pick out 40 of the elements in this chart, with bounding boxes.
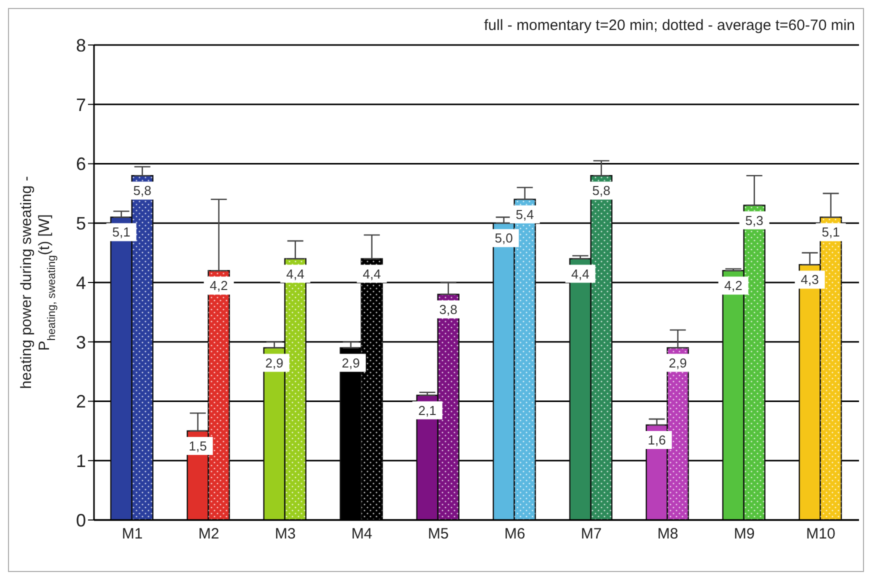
data-label: 4,4 (286, 266, 304, 282)
data-label: 2,9 (265, 355, 284, 370)
data-label: 4,4 (362, 266, 381, 282)
x-tick-label: M7 (580, 526, 602, 543)
data-label: 4,2 (210, 278, 228, 294)
data-label: 5,0 (494, 230, 513, 246)
x-tick-label: M8 (657, 526, 678, 543)
x-tick-label: M4 (351, 526, 372, 543)
y-tick-label: 0 (76, 510, 86, 530)
x-tick-label: M5 (428, 526, 449, 543)
y-tick-label: 7 (76, 94, 86, 115)
data-label: 3,8 (439, 302, 458, 317)
data-label: 5,1 (112, 224, 130, 240)
x-tick-label: M6 (504, 526, 526, 543)
x-tick-label: M2 (198, 526, 220, 543)
data-label: 2,9 (668, 355, 687, 370)
y-tick-label: 3 (76, 332, 86, 352)
y-tick-label: 4 (76, 272, 86, 293)
data-label: 2,9 (342, 355, 360, 370)
x-tick-label: M10 (806, 526, 836, 543)
data-label: 1,6 (648, 432, 666, 448)
x-tick-label: M1 (122, 526, 143, 543)
data-label: 4,3 (800, 272, 819, 288)
data-label: 4,2 (724, 278, 742, 294)
y-tick-label: 8 (76, 35, 86, 56)
y-tick-label: 5 (76, 214, 86, 234)
y-tick-label: 6 (76, 154, 86, 174)
y-tick-label: 1 (76, 451, 86, 472)
data-label: 5,3 (745, 212, 764, 228)
data-label: 2,1 (418, 402, 436, 418)
text: full - momentary t=20 min; dotted - average t=60-70 min (484, 17, 855, 34)
data-label: 4,4 (571, 266, 590, 282)
data-label: 5,1 (822, 224, 840, 240)
data-label: 5,8 (592, 183, 610, 198)
data-label: 5,4 (516, 206, 534, 222)
data-label: 1,5 (188, 438, 207, 454)
x-tick-label: M3 (274, 526, 296, 543)
y-tick-label: 2 (76, 392, 86, 412)
x-tick-label: M9 (734, 526, 755, 543)
data-label: 5,8 (133, 183, 152, 198)
